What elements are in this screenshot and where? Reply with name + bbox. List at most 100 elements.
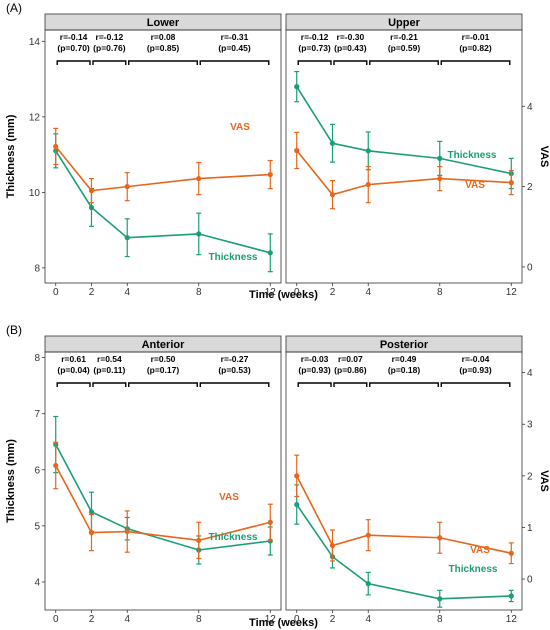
correlation-r-label: r=-0.31 (221, 32, 249, 42)
correlation-r-label: r=0.54 (97, 354, 122, 364)
x-tick-label: 8 (437, 287, 443, 298)
correlation-r-label: r=-0.30 (337, 32, 365, 42)
interval-bracket (92, 382, 127, 387)
correlation-p-label: (p=0.85) (147, 43, 180, 53)
vas-point (267, 519, 273, 525)
interval-bracket (92, 60, 127, 65)
correlation-p-label: (p=0.04) (57, 365, 90, 375)
correlation-r-label: r=-0.14 (60, 32, 88, 42)
y2-tick-label: 3 (527, 420, 533, 431)
vas-point (294, 473, 300, 479)
x-tick-label: 12 (506, 287, 518, 298)
facet-strip-label: Posterior (380, 339, 429, 351)
x-tick-label: 8 (196, 287, 202, 298)
y2-axis-title: VAS (538, 146, 550, 168)
vas-series-label: VAS (470, 545, 490, 556)
x-tick-label: 2 (89, 287, 95, 298)
y-tick-label: 5 (34, 521, 40, 532)
x-axis-title: Time (weeks) (249, 289, 318, 301)
y2-tick-label: 4 (527, 102, 533, 113)
correlation-p-label: (p=0.18) (388, 365, 421, 375)
correlation-r-label: r=-0.21 (390, 32, 418, 42)
x-axis-title: Time (weeks) (249, 617, 318, 629)
y2-tick-label: 2 (527, 471, 533, 482)
vas-point (437, 175, 443, 182)
correlation-r-label: r=-0.27 (221, 354, 249, 364)
correlation-p-label: (p=0.17) (147, 365, 180, 375)
vas-line (296, 475, 512, 555)
correlation-r-label: r=-0.01 (462, 32, 490, 42)
vas-point (124, 184, 130, 190)
correlation-p-label: (p=0.76) (93, 43, 126, 53)
correlation-r-label: r=-0.04 (462, 354, 490, 364)
y2-tick-label: 0 (527, 262, 533, 273)
x-tick-label: 8 (196, 614, 202, 625)
correlation-p-label: (p=0.11) (93, 365, 125, 375)
y-axis-title: Thickness (mm) (5, 114, 17, 198)
interval-bracket (440, 60, 511, 65)
correlation-r-label: r=0.50 (151, 354, 176, 364)
correlation-p-label: (p=0.59) (388, 43, 421, 53)
thickness-series-label: Thickness (448, 150, 497, 161)
correlation-p-label: (p=0.73) (298, 43, 331, 53)
y-tick-label: 14 (29, 37, 41, 48)
thickness-line (55, 150, 271, 254)
thickness-point (294, 501, 300, 508)
interval-bracket (297, 382, 332, 387)
x-tick-label: 0 (53, 287, 59, 298)
thickness-point (294, 84, 300, 90)
vas-point (329, 192, 336, 198)
x-tick-label: 4 (365, 287, 371, 298)
facet-strip-label: Upper (388, 17, 421, 29)
vas-point (196, 175, 202, 182)
thickness-point (196, 231, 202, 237)
thickness-point (267, 538, 273, 544)
thickness-point (437, 596, 443, 602)
figure-label: (A) (6, 1, 22, 15)
thickness-point (365, 581, 371, 587)
thickness-point (329, 140, 336, 146)
vas-series-label: VAS (230, 122, 250, 133)
vas-point (124, 528, 130, 535)
x-tick-label: 2 (89, 614, 95, 625)
thickness-point (267, 250, 273, 256)
thickness-point (124, 235, 130, 241)
y-axis-title: Thickness (mm) (5, 439, 17, 523)
y-tick-label: 12 (29, 112, 41, 123)
thickness-point (88, 509, 95, 515)
y-tick-label: 8 (34, 353, 40, 364)
correlation-p-label: (p=0.70) (57, 43, 90, 53)
vas-point (329, 542, 336, 549)
interval-bracket (128, 382, 198, 387)
vas-point (437, 535, 443, 541)
interval-bracket (56, 382, 91, 387)
panel-border (285, 351, 523, 611)
interval-bracket (369, 382, 439, 387)
vas-point (294, 147, 300, 154)
thickness-series-label: Thickness (209, 532, 258, 543)
figure-label: (B) (6, 323, 22, 337)
x-tick-label: 4 (124, 614, 130, 625)
thickness-series-label: Thickness (209, 252, 258, 263)
vas-point (365, 182, 371, 188)
x-tick-label: 8 (437, 614, 443, 625)
vas-point (508, 180, 514, 186)
correlation-p-label: (p=0.86) (334, 365, 367, 375)
x-tick-label: 4 (365, 614, 371, 625)
panel-border (44, 29, 282, 284)
x-tick-label: 0 (294, 287, 300, 298)
thickness-point (365, 148, 371, 154)
interval-bracket (199, 382, 270, 387)
y2-axis-title: VAS (538, 470, 550, 492)
y-tick-label: 8 (34, 263, 40, 274)
interval-bracket (333, 60, 368, 65)
vas-point (53, 143, 59, 150)
vas-point (365, 532, 371, 538)
facet-strip-label: Lower (147, 17, 180, 29)
vas-point (196, 537, 202, 543)
x-tick-label: 0 (294, 614, 300, 625)
correlation-p-label: (p=0.43) (334, 43, 367, 53)
correlation-r-label: r=0.08 (151, 32, 176, 42)
x-tick-label: 2 (330, 614, 336, 625)
